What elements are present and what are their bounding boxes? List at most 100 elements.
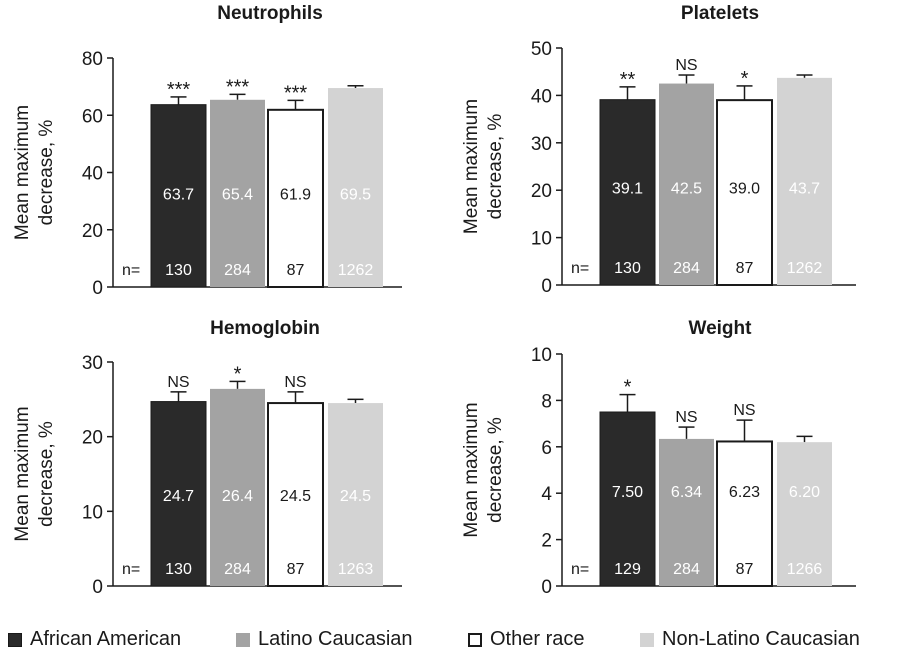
data-label: 69.5 <box>340 187 371 204</box>
bar <box>210 99 265 287</box>
y-tick-label: 10 <box>531 229 552 250</box>
data-label: 61.9 <box>280 187 311 204</box>
legend-label: Other race <box>490 628 585 650</box>
significance-label: *** <box>284 82 308 104</box>
bar <box>659 438 714 586</box>
data-label: 63.7 <box>163 187 194 204</box>
significance-label: *** <box>167 79 191 101</box>
n-label: 130 <box>165 262 192 279</box>
y-tick-label: 4 <box>541 484 552 505</box>
n-prefix: n= <box>571 561 589 578</box>
bar <box>328 403 383 586</box>
n-label: 284 <box>673 260 700 277</box>
n-label: 284 <box>673 561 700 578</box>
significance-label: NS <box>675 57 697 74</box>
y-tick-label: 10 <box>531 345 552 366</box>
chart-title: Platelets <box>681 3 759 24</box>
chart-title: Hemoglobin <box>210 318 320 339</box>
legend-item-non-latino-caucasian: Non-Latino Caucasian <box>640 628 860 651</box>
significance-label: NS <box>284 374 306 391</box>
y-tick-label: 2 <box>541 531 552 552</box>
significance-label: * <box>741 68 749 90</box>
n-label: 1262 <box>787 260 823 277</box>
y-axis-label: Mean maximum <box>461 402 482 537</box>
data-label: 39.1 <box>612 181 643 198</box>
n-prefix: n= <box>122 262 140 279</box>
legend: African American Latino Caucasian Other … <box>0 628 897 652</box>
chart-panel-neutrophils: Neutrophils Mean maximum decrease, % 0 20 40 6… <box>12 3 402 299</box>
bar <box>777 77 832 285</box>
legend-label: Non-Latino Caucasian <box>662 628 860 650</box>
significance-label: NS <box>167 374 189 391</box>
y-tick-label: 6 <box>541 438 552 459</box>
legend-label: African American <box>30 628 182 650</box>
y-tick-label: 20 <box>531 181 552 202</box>
n-label: 87 <box>287 262 305 279</box>
n-label: 284 <box>224 561 251 578</box>
significance-label: *** <box>226 76 250 98</box>
data-label: 24.5 <box>280 488 311 505</box>
y-tick-label: 10 <box>82 502 103 523</box>
legend-label: Latino Caucasian <box>258 628 413 650</box>
y-axis-label: Mean maximum <box>461 99 482 234</box>
data-label: 43.7 <box>789 181 820 198</box>
n-prefix: n= <box>571 260 589 277</box>
significance-label: NS <box>675 409 697 426</box>
bar <box>267 402 324 588</box>
significance-label: * <box>624 377 632 399</box>
y-axis-label: Mean maximum <box>12 105 33 240</box>
legend-item-other-race: Other race <box>468 628 584 651</box>
n-label: 284 <box>224 262 251 279</box>
n-prefix: n= <box>122 561 140 578</box>
chart-title: Neutrophils <box>217 3 323 24</box>
n-label: 1263 <box>338 561 374 578</box>
n-label: 87 <box>736 260 754 277</box>
data-label: 7.50 <box>612 484 643 501</box>
bar <box>659 83 714 285</box>
y-axis-label: decrease, % <box>36 421 57 527</box>
significance-label: * <box>234 363 242 385</box>
bar <box>267 108 324 288</box>
chart-title: Weight <box>689 318 753 339</box>
y-tick-label: 40 <box>82 164 103 185</box>
n-label: 1266 <box>787 561 823 578</box>
chart-panel-hemoglobin: Hemoglobin Mean maximum decrease, % 0 10 20 30… <box>12 318 402 598</box>
data-label: 6.23 <box>729 484 760 501</box>
y-tick-label: 40 <box>531 86 552 107</box>
data-label: 6.34 <box>671 484 702 501</box>
y-axis-label: Mean maximum <box>12 406 33 541</box>
n-label: 129 <box>614 561 641 578</box>
legend-item-latino-caucasian: Latino Caucasian <box>236 628 413 651</box>
n-label: 87 <box>287 561 305 578</box>
data-label: 6.20 <box>789 484 820 501</box>
y-tick-label: 80 <box>82 49 103 70</box>
bar <box>716 440 773 587</box>
y-tick-label: 0 <box>92 577 103 598</box>
bar <box>150 401 207 587</box>
y-tick-label: 0 <box>541 577 552 598</box>
y-tick-label: 50 <box>531 39 552 60</box>
n-label: 87 <box>736 561 754 578</box>
legend-swatch-other-race <box>468 632 482 647</box>
y-tick-label: 30 <box>82 353 103 374</box>
bar <box>777 442 832 586</box>
data-label: 39.0 <box>729 181 760 198</box>
data-label: 26.4 <box>222 488 253 505</box>
legend-swatch-non-latino-caucasian <box>640 632 654 647</box>
data-label: 24.7 <box>163 488 194 505</box>
y-tick-label: 0 <box>541 276 552 297</box>
y-tick-label: 30 <box>531 134 552 155</box>
n-label: 130 <box>614 260 641 277</box>
bar <box>599 411 656 587</box>
n-label: 1262 <box>338 262 374 279</box>
y-axis-label: decrease, % <box>485 114 506 220</box>
y-tick-label: 8 <box>541 391 552 412</box>
chart-panel-platelets: Platelets Mean maximum decrease, % 0 10 20 30 4… <box>461 3 856 297</box>
bar <box>210 388 265 586</box>
data-label: 65.4 <box>222 187 253 204</box>
bar <box>150 104 207 288</box>
significance-label: NS <box>733 402 755 419</box>
y-tick-label: 60 <box>82 106 103 127</box>
data-label: 24.5 <box>340 488 371 505</box>
